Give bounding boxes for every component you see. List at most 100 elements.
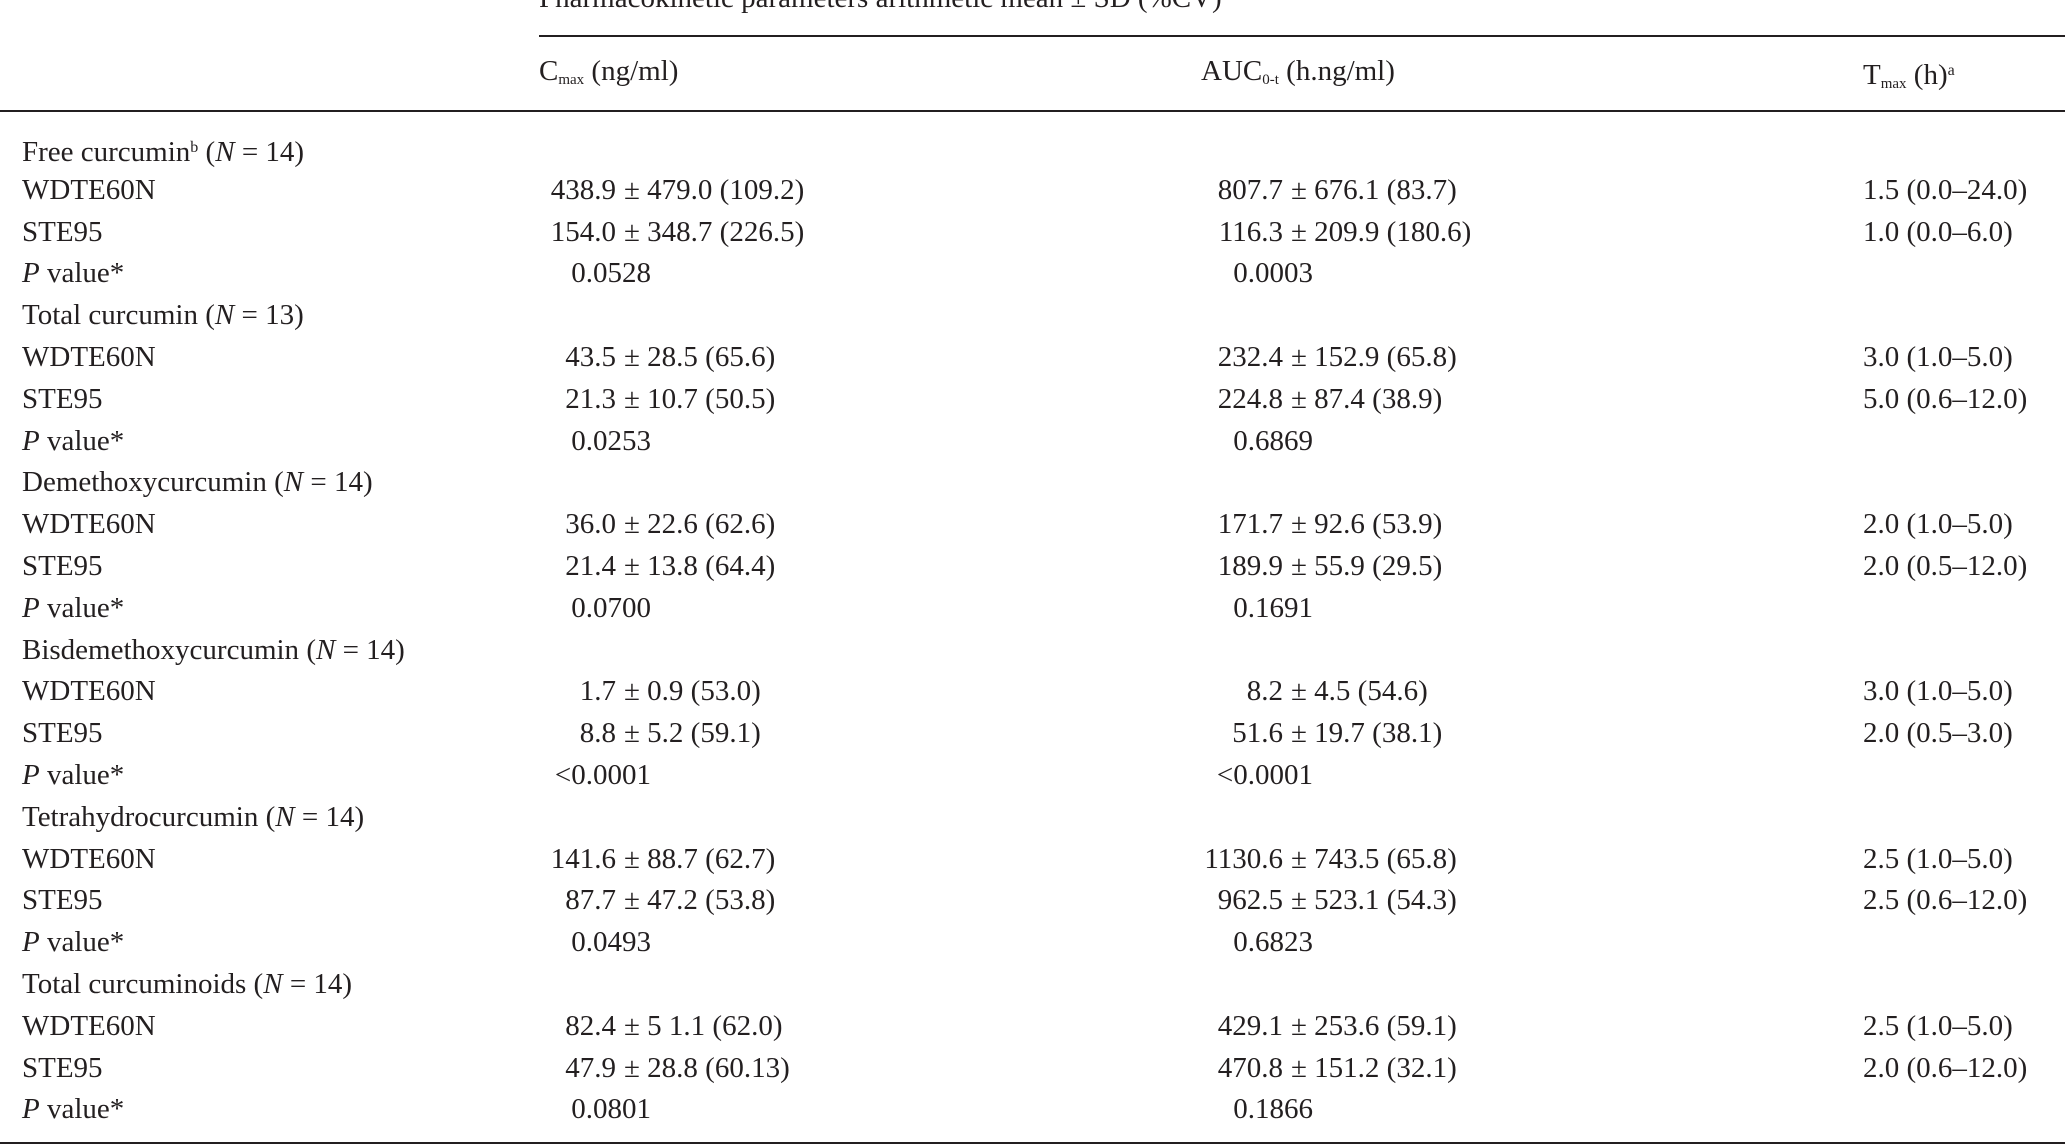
p-value-label: P value*: [22, 590, 124, 626]
group-name: Tetrahydrocurcumin: [22, 800, 259, 833]
mean-value: 116.3: [1218, 215, 1283, 248]
bottom-rule: [0, 1142, 2065, 1144]
sd-cv-value: ± 55.9 (29.5): [1291, 550, 1443, 582]
mean-value: 21.4: [565, 550, 616, 582]
p-symbol: P: [22, 591, 40, 624]
p-label-rest: value*: [39, 759, 125, 791]
mean-value: 232.4: [1217, 341, 1283, 373]
sd-cv-value: ± 47.2 (53.8): [624, 884, 776, 917]
top-rule: [539, 35, 2065, 37]
group-n-open: (: [197, 299, 215, 332]
tmax-value: 2.0 (0.6–12.0): [1863, 1051, 2028, 1084]
mean-value: 171.7: [1217, 508, 1283, 541]
mean-value: 21.3: [565, 382, 616, 415]
mean-value: 43.5: [565, 341, 616, 373]
row-label: WDTE60N: [22, 508, 156, 541]
header-subscript: 0-t: [1262, 72, 1279, 88]
p-label-rest: value*: [39, 424, 125, 457]
sd-cv-value: ± 88.7 (62.7): [624, 842, 776, 875]
p-value-label: P value*: [22, 255, 124, 291]
column-header: Cmax (ng/ml): [539, 53, 678, 98]
mean-value: 8.2: [1246, 675, 1283, 708]
p-label-rest: value*: [39, 591, 125, 624]
group-n-value: = 14): [234, 136, 305, 168]
row-label: WDTE60N: [22, 842, 156, 875]
sd-cv-value: ± 13.8 (64.4): [624, 550, 776, 582]
group-n-open: (: [258, 800, 276, 833]
header-subscript: max: [1880, 76, 1907, 92]
row-label: WDTE60N: [22, 173, 156, 206]
p-value: 0.6823: [1233, 926, 1313, 959]
group-n-value: = 14): [303, 466, 373, 499]
sd-cv-value: ± 152.9 (65.8): [1291, 341, 1457, 373]
p-value-label: P value*: [22, 423, 124, 459]
group-n-open: (: [246, 968, 264, 1000]
sd-cv-value: ± 10.7 (50.5): [624, 382, 776, 415]
mean-value: 807.7: [1217, 173, 1283, 206]
mean-value: 189.9: [1217, 550, 1283, 582]
p-value: 0.0528: [571, 257, 651, 290]
tmax-value: 2.5 (1.0–5.0): [1863, 842, 2013, 875]
mean-value: 51.6: [1232, 717, 1283, 750]
group-label: Total curcuminoids (N = 14): [22, 966, 352, 1002]
sd-cv-value: ± 0.9 (53.0): [624, 675, 761, 708]
mean-value: 470.8: [1217, 1051, 1283, 1084]
p-value: 0.0253: [571, 424, 651, 457]
sd-cv-value: ± 479.0 (109.2): [624, 173, 805, 206]
p-label-rest: value*: [39, 257, 125, 290]
header-main: T: [1863, 59, 1881, 91]
group-footnote: b: [190, 139, 199, 156]
group-name: Total curcuminoids: [22, 968, 247, 1000]
row-label: STE95: [22, 550, 103, 582]
sd-cv-value: ± 676.1 (83.7): [1291, 173, 1457, 206]
tmax-value: 3.0 (1.0–5.0): [1863, 341, 2013, 373]
group-label: Tetrahydrocurcumin (N = 14): [22, 799, 364, 835]
p-symbol: P: [22, 424, 40, 457]
p-value: 0.0003: [1233, 257, 1313, 290]
mean-value: 224.8: [1217, 382, 1283, 415]
mean-value: 87.7: [565, 884, 616, 917]
group-n-symbol: N: [263, 968, 283, 1000]
column-header: Tmax (h)a: [1863, 53, 1955, 102]
row-label: STE95: [22, 1051, 103, 1084]
group-name: Bisdemethoxycurcumin: [22, 633, 300, 666]
caption: Pharmacokinetic parameters arithmetic me…: [539, 0, 1222, 16]
sd-cv-value: ± 28.8 (60.13): [624, 1051, 790, 1084]
sd-cv-value: ± 22.6 (62.6): [624, 508, 776, 541]
p-label-rest: value*: [39, 926, 125, 959]
mean-value: 82.4: [565, 1009, 616, 1042]
group-label: Bisdemethoxycurcumin (N = 14): [22, 632, 405, 668]
header-unit: (h): [1906, 59, 1948, 91]
mean-value: 36.0: [565, 508, 616, 541]
row-label: STE95: [22, 215, 103, 248]
tmax-value: 5.0 (0.6–12.0): [1863, 382, 2028, 415]
header-main: AUC: [1201, 55, 1263, 87]
mean-value: 962.5: [1217, 884, 1283, 917]
tmax-value: 2.5 (1.0–5.0): [1863, 1009, 2013, 1042]
p-label-rest: value*: [39, 1093, 125, 1126]
group-name: Total curcumin: [22, 299, 198, 332]
p-value-label: P value*: [22, 1091, 124, 1127]
sd-cv-value: ± 92.6 (53.9): [1291, 508, 1443, 541]
group-n-open: (: [266, 466, 284, 499]
row-label: STE95: [22, 884, 103, 917]
group-n-symbol: N: [275, 800, 295, 833]
tmax-value: 1.0 (0.0–6.0): [1863, 215, 2013, 248]
group-n-value: = 14): [282, 968, 353, 1000]
sd-cv-value: ± 28.5 (65.6): [624, 341, 776, 373]
tmax-value: 2.0 (0.5–3.0): [1863, 717, 2013, 750]
p-value: 0.1866: [1233, 1093, 1313, 1126]
mean-value: 1130.6: [1204, 842, 1283, 875]
group-n-symbol: N: [315, 633, 336, 666]
p-value: 0.6869: [1233, 424, 1313, 457]
header-unit: (h.ng/ml): [1278, 55, 1395, 87]
group-n-symbol: N: [214, 299, 235, 332]
p-value: 0.0700: [571, 591, 651, 624]
sd-cv-value: ± 19.7 (38.1): [1291, 717, 1443, 750]
sd-cv-value: ± 523.1 (54.3): [1291, 884, 1457, 917]
sd-cv-value: ± 5.2 (59.1): [624, 717, 761, 750]
mean-value: 1.7: [579, 675, 616, 708]
header-main: C: [539, 55, 559, 87]
group-label: Free curcuminb (N = 14): [22, 130, 304, 170]
